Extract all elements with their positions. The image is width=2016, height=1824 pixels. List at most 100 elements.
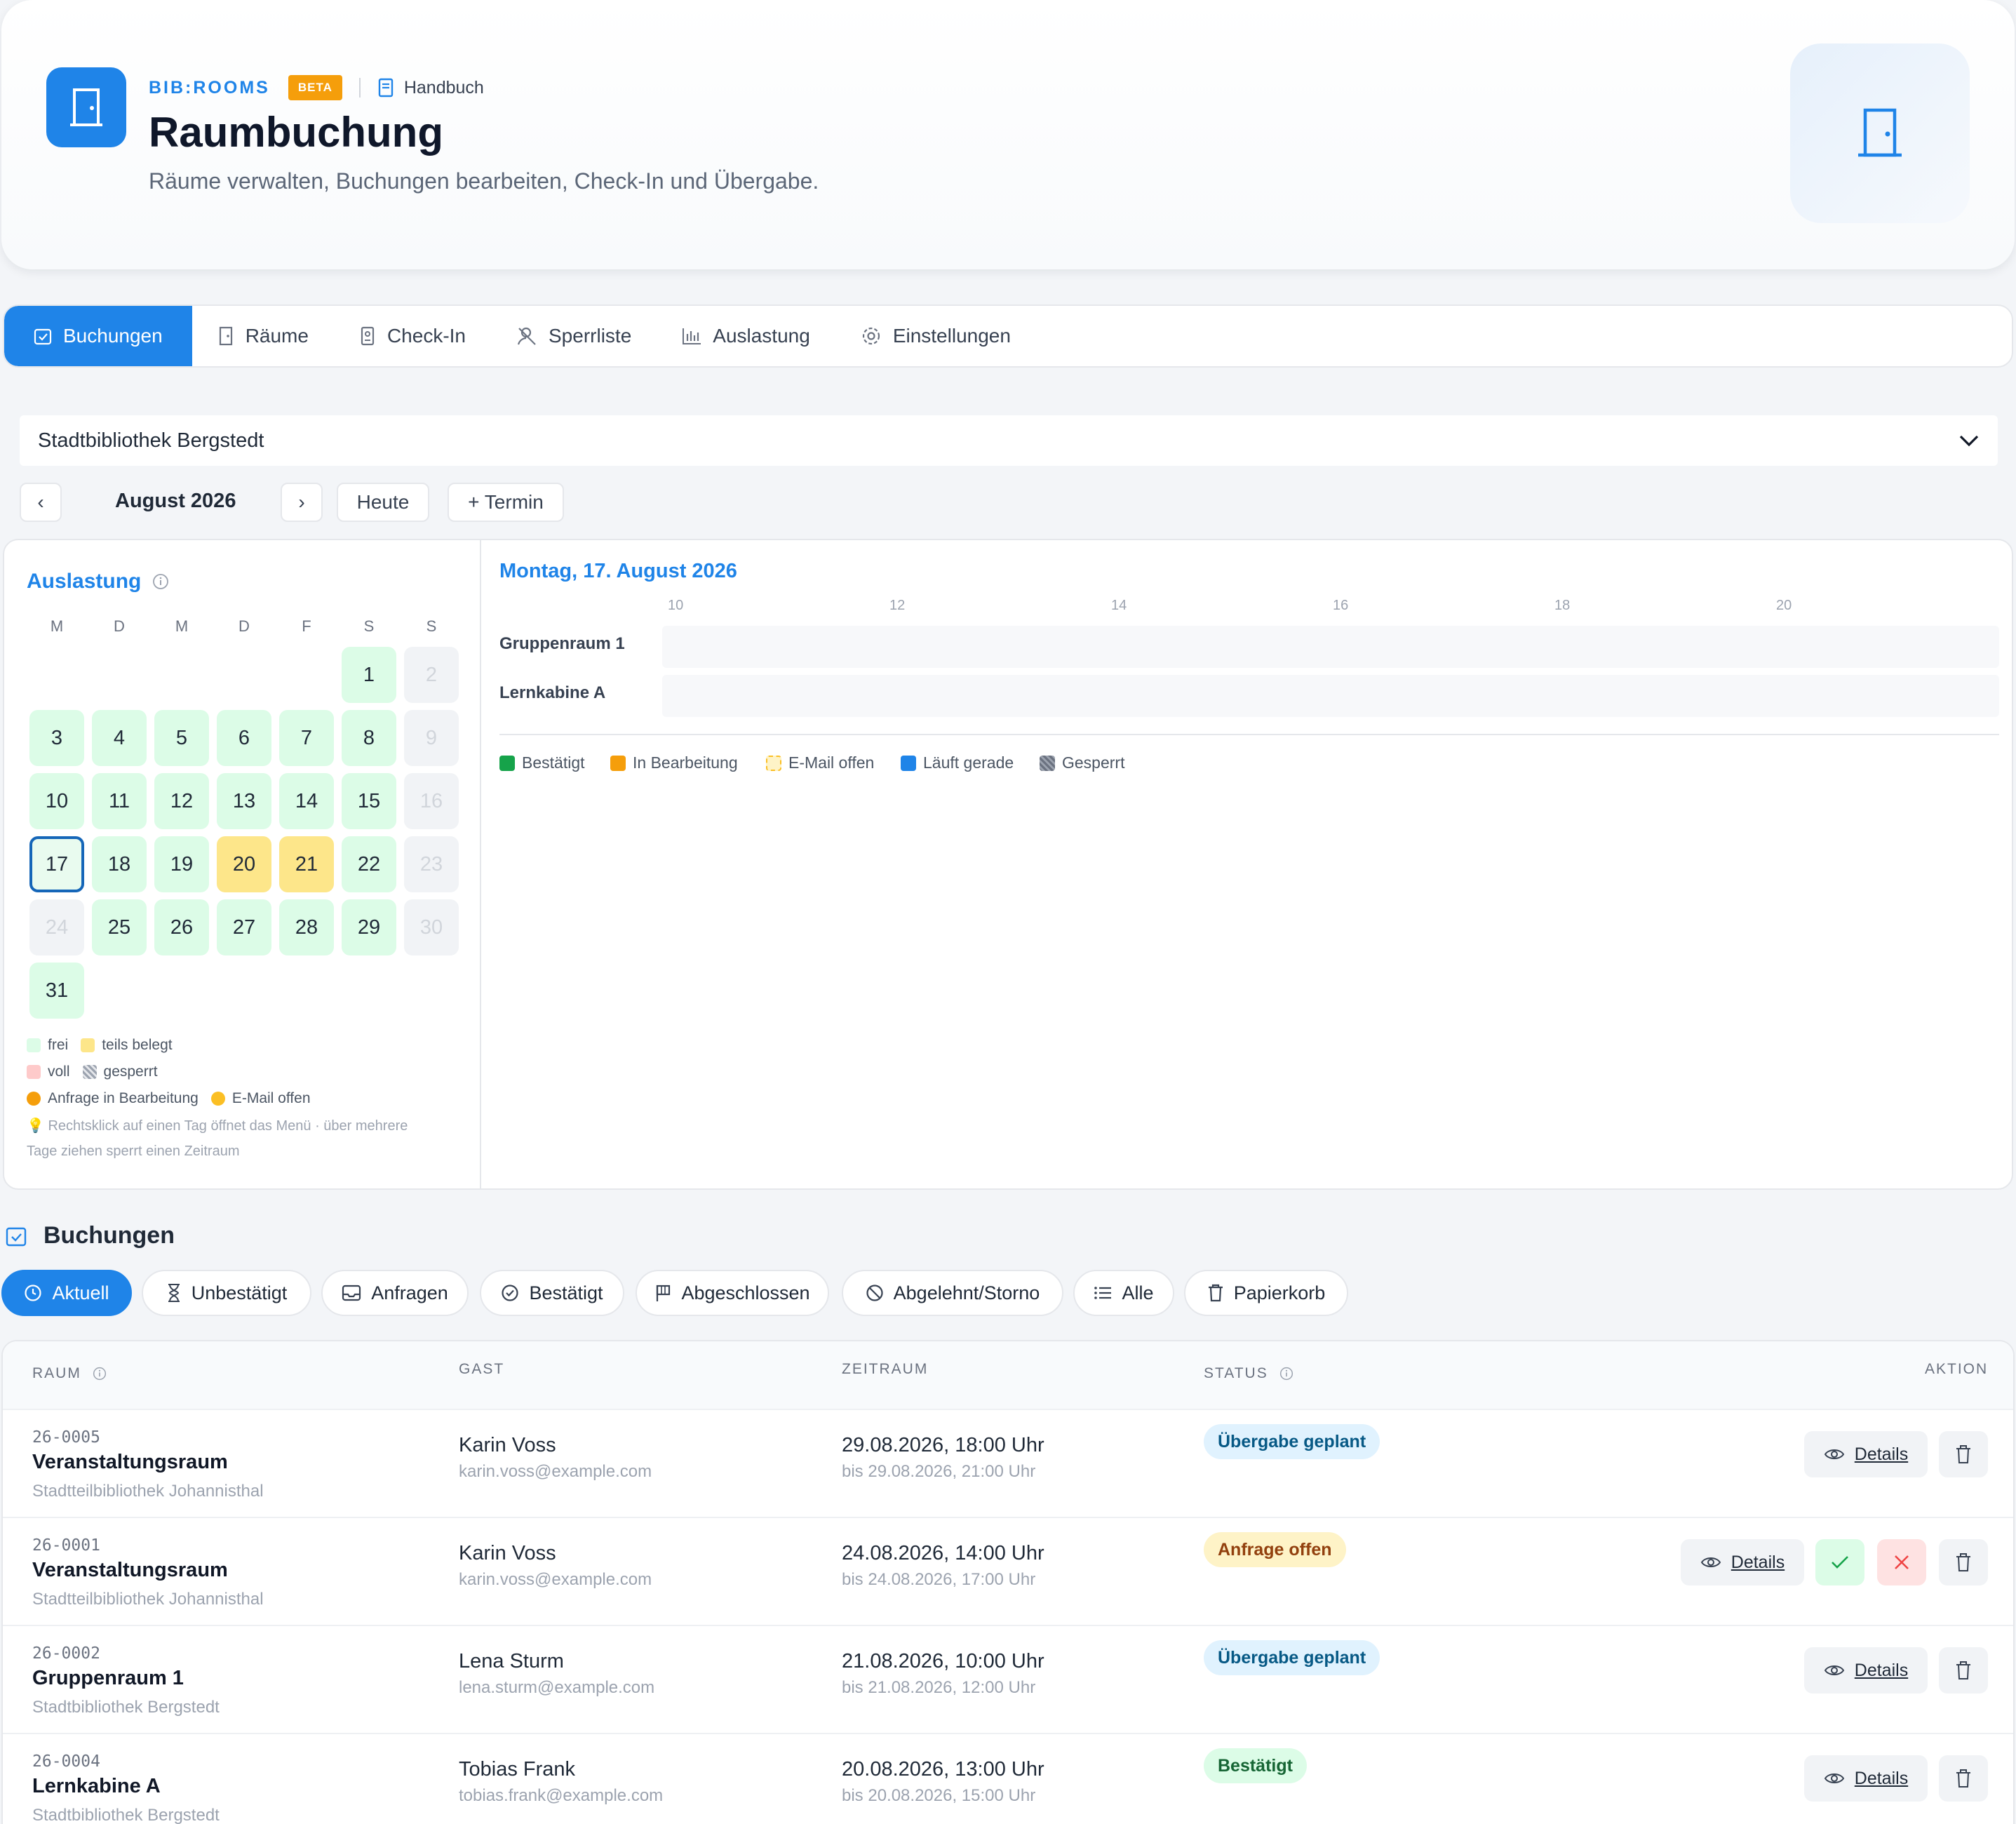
filter-alle[interactable]: Alle bbox=[1073, 1270, 1174, 1316]
tab-auslastung[interactable]: Auslastung bbox=[657, 306, 835, 366]
today-button[interactable]: Heute bbox=[337, 483, 429, 522]
filter-abgelehnt-storno[interactable]: Abgelehnt/Storno bbox=[842, 1270, 1063, 1316]
calendar-day[interactable]: 31 bbox=[29, 963, 84, 1019]
details-label: Details bbox=[1731, 1552, 1785, 1572]
calendar-check-icon bbox=[6, 1227, 27, 1246]
blocked-swatch bbox=[1040, 755, 1055, 771]
info-icon[interactable] bbox=[93, 1367, 107, 1381]
accept-button[interactable] bbox=[1815, 1539, 1864, 1585]
calendar-day[interactable]: 11 bbox=[92, 773, 147, 829]
details-button[interactable]: Details bbox=[1804, 1431, 1928, 1477]
filter-papierkorb[interactable]: Papierkorb bbox=[1184, 1270, 1348, 1316]
tab-check-in[interactable]: Check-In bbox=[334, 306, 491, 366]
next-month-button[interactable]: › bbox=[281, 483, 323, 522]
calendar-day[interactable]: 2 bbox=[404, 647, 459, 703]
delete-button[interactable] bbox=[1939, 1431, 1988, 1477]
filter-bestaetigt[interactable]: Bestätigt bbox=[480, 1270, 624, 1316]
details-button[interactable]: Details bbox=[1804, 1755, 1928, 1802]
details-label: Details bbox=[1854, 1660, 1909, 1680]
timeline-row[interactable] bbox=[662, 626, 1999, 668]
calendar-day[interactable]: 10 bbox=[29, 773, 84, 829]
legend-label: Läuft gerade bbox=[923, 753, 1014, 772]
prev-month-button[interactable]: ‹ bbox=[20, 483, 62, 522]
reject-button[interactable] bbox=[1877, 1539, 1926, 1585]
divider bbox=[358, 78, 361, 98]
calendar-day[interactable]: 20 bbox=[217, 836, 271, 892]
tab-einstellungen[interactable]: Einstellungen bbox=[835, 306, 1036, 366]
email-dot bbox=[210, 1092, 225, 1106]
calendar-day[interactable]: 6 bbox=[217, 710, 271, 766]
info-icon[interactable] bbox=[1279, 1367, 1293, 1381]
legend-request: Anfrage in Bearbeitung bbox=[48, 1090, 199, 1106]
timeline-row[interactable] bbox=[662, 675, 1999, 717]
calendar-day[interactable]: 16 bbox=[404, 773, 459, 829]
calendar-day[interactable]: 14 bbox=[279, 773, 334, 829]
calendar-day[interactable]: 18 bbox=[92, 836, 147, 892]
calendar-day[interactable]: 7 bbox=[279, 710, 334, 766]
calendar-day[interactable]: 27 bbox=[217, 899, 271, 955]
details-label: Details bbox=[1854, 1444, 1909, 1464]
calendar-day[interactable]: 23 bbox=[404, 836, 459, 892]
weekday-label: M bbox=[50, 617, 64, 635]
status-badge: Übergabe geplant bbox=[1204, 1640, 1380, 1675]
add-appointment-button[interactable]: + Termin bbox=[448, 483, 564, 522]
filter-unbestaetigt[interactable]: Unbestätigt bbox=[142, 1270, 311, 1316]
email-swatch bbox=[766, 755, 781, 771]
calendar-day[interactable]: 26 bbox=[154, 899, 209, 955]
calendar-day[interactable]: 28 bbox=[279, 899, 334, 955]
info-icon[interactable] bbox=[152, 573, 169, 590]
status-badge: Übergabe geplant bbox=[1204, 1424, 1380, 1459]
details-button[interactable]: Details bbox=[1804, 1647, 1928, 1694]
calendar-day[interactable]: 29 bbox=[342, 899, 396, 955]
booking-end: bis 21.08.2026, 12:00 Uhr bbox=[842, 1678, 1036, 1697]
calendar-day[interactable]: 21 bbox=[279, 836, 334, 892]
tab-buchungen[interactable]: Buchungen bbox=[4, 306, 192, 366]
calendar-day[interactable]: 30 bbox=[404, 899, 459, 955]
status-badge: Bestätigt bbox=[1204, 1748, 1307, 1783]
delete-button[interactable] bbox=[1939, 1647, 1988, 1694]
calendar-day[interactable]: 25 bbox=[92, 899, 147, 955]
booking-email[interactable]: tobias.frank@example.com bbox=[459, 1786, 664, 1805]
delete-button[interactable] bbox=[1939, 1539, 1988, 1585]
booking-email[interactable]: karin.voss@example.com bbox=[459, 1462, 652, 1481]
filter-aktuell[interactable]: Aktuell bbox=[1, 1270, 132, 1316]
handbook-link[interactable]: Handbuch bbox=[377, 78, 484, 98]
tab-label: Sperrliste bbox=[549, 325, 632, 347]
calendar-day[interactable]: 22 bbox=[342, 836, 396, 892]
filter-abgeschlossen[interactable]: Abgeschlossen bbox=[636, 1270, 829, 1316]
hint-line-2: Tage ziehen sperrt einen Zeitraum bbox=[27, 1144, 240, 1159]
calendar-day[interactable]: 17 bbox=[29, 836, 84, 892]
tab-raeume[interactable]: Räume bbox=[192, 306, 334, 366]
calendar-day[interactable]: 15 bbox=[342, 773, 396, 829]
calendar-day[interactable]: 5 bbox=[154, 710, 209, 766]
booking-email[interactable]: lena.sturm@example.com bbox=[459, 1678, 655, 1697]
tab-sperrliste[interactable]: Sperrliste bbox=[491, 306, 657, 366]
day-view-heading: Montag, 17. August 2026 bbox=[499, 560, 737, 582]
legend-email: E-Mail offen bbox=[231, 1090, 311, 1106]
filter-anfragen[interactable]: Anfragen bbox=[321, 1270, 469, 1316]
booking-code: 26-0005 bbox=[32, 1428, 100, 1447]
calendar-legend: voll gesperrt bbox=[27, 1064, 158, 1080]
booking-email[interactable]: karin.voss@example.com bbox=[459, 1570, 652, 1589]
calendar-day[interactable]: 24 bbox=[29, 899, 84, 955]
details-button[interactable]: Details bbox=[1681, 1539, 1804, 1585]
column-room: RAUM bbox=[32, 1365, 107, 1382]
running-swatch bbox=[901, 755, 916, 771]
calendar-day[interactable]: 1 bbox=[342, 647, 396, 703]
calendar-day[interactable]: 9 bbox=[404, 710, 459, 766]
calendar-day[interactable]: 4 bbox=[92, 710, 147, 766]
filter-label: Aktuell bbox=[52, 1282, 109, 1303]
booking-code: 26-0004 bbox=[32, 1752, 100, 1771]
inbox-icon bbox=[342, 1285, 361, 1301]
calendar-day[interactable]: 3 bbox=[29, 710, 84, 766]
booking-branch: Stadtbibliothek Bergstedt bbox=[32, 1806, 220, 1824]
table-row: 26-0001 Veranstaltungsraum Stadtteilbibl… bbox=[3, 1518, 2013, 1626]
calendar-day[interactable]: 8 bbox=[342, 710, 396, 766]
delete-button[interactable] bbox=[1939, 1755, 1988, 1802]
legend-partial: teils belegt bbox=[102, 1037, 173, 1053]
calendar-day[interactable]: 12 bbox=[154, 773, 209, 829]
calendar-day[interactable]: 13 bbox=[217, 773, 271, 829]
calendar-day[interactable]: 19 bbox=[154, 836, 209, 892]
trash-icon bbox=[1956, 1445, 1970, 1463]
location-select[interactable]: Stadtbibliothek Bergstedt bbox=[20, 415, 1998, 466]
